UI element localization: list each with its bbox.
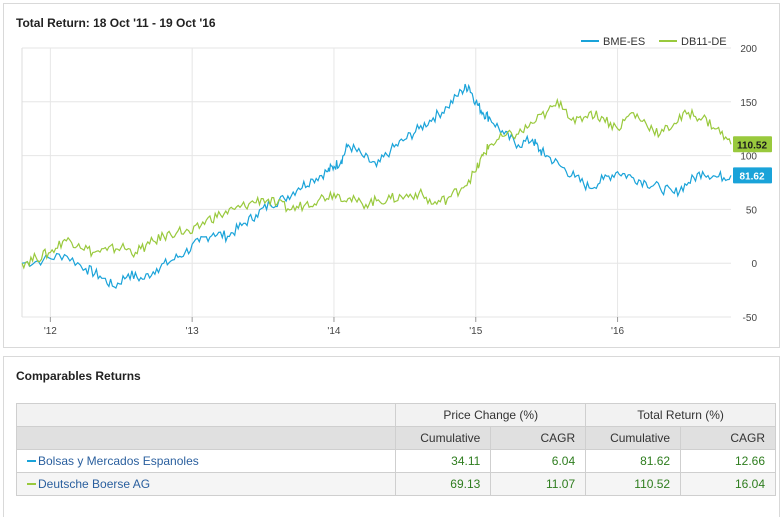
y-tick-label: 100 xyxy=(740,152,757,163)
sub-header-price-cagr: CAGR xyxy=(490,426,587,450)
y-tick-label: 50 xyxy=(746,205,758,216)
series-line-1 xyxy=(21,97,732,270)
company-cell: Deutsche Boerse AG xyxy=(15,472,397,496)
series-line-0 xyxy=(21,83,732,290)
series-end-badge-1 xyxy=(733,136,772,153)
table-row: Bolsas y Mercados Espanoles 34.11 6.04 8… xyxy=(15,449,776,473)
series-end-label-1: 110.52 xyxy=(737,140,767,151)
value-cell: 34.11 xyxy=(395,449,492,473)
y-tick-label: 0 xyxy=(751,259,757,270)
company-link-bme[interactable]: Bolsas y Mercados Espanoles xyxy=(38,454,199,468)
chart-panel: Total Return: 18 Oct '11 - 19 Oct '16 -5… xyxy=(3,3,780,348)
value-cell: 11.07 xyxy=(490,472,587,496)
comparables-title: Comparables Returns xyxy=(16,369,141,383)
company-cell: Bolsas y Mercados Espanoles xyxy=(15,449,397,473)
y-tick-label: -50 xyxy=(743,313,758,324)
y-tick-label: 150 xyxy=(740,98,757,109)
x-tick-label: '15 xyxy=(469,326,482,337)
value-cell: 110.52 xyxy=(585,472,682,496)
series-swatch-db11 xyxy=(27,482,36,485)
value-cell: 81.62 xyxy=(585,449,682,473)
sub-header-price-cumulative: Cumulative xyxy=(395,426,492,450)
legend-label-1: DB11-DE xyxy=(681,36,727,48)
plot-area xyxy=(22,48,731,317)
value-cell: 69.13 xyxy=(395,472,492,496)
value-cell: 16.04 xyxy=(680,472,776,496)
comparables-table: Price Change (%) Total Return (%) Cumula… xyxy=(15,403,776,496)
group-header-total-return: Total Return (%) xyxy=(585,403,776,427)
table-name-header-cell xyxy=(15,426,397,450)
sub-header-total-cumulative: Cumulative xyxy=(585,426,682,450)
x-tick-label: '16 xyxy=(611,326,624,337)
sub-header-total-cagr: CAGR xyxy=(680,426,776,450)
company-link-db11[interactable]: Deutsche Boerse AG xyxy=(38,477,151,491)
total-return-chart: -50 0 50 100 150 200 '12 '13 '14 '15 '16 81.62 110.5… xyxy=(21,36,772,337)
x-tick-label: '12 xyxy=(44,326,57,337)
group-header-price-change: Price Change (%) xyxy=(395,403,587,427)
x-tick-label: '13 xyxy=(186,326,199,337)
table-row: Deutsche Boerse AG 69.13 11.07 110.52 16… xyxy=(15,472,776,496)
value-cell: 12.66 xyxy=(680,449,776,473)
table-corner-cell xyxy=(15,403,397,427)
table-group-header-row: Price Change (%) Total Return (%) xyxy=(15,403,776,427)
chart-title: Total Return: 18 Oct '11 - 19 Oct '16 xyxy=(16,16,216,30)
series-end-label-0: 81.62 xyxy=(739,171,764,182)
series-end-badge-0 xyxy=(733,167,772,184)
legend-label-0: BME-ES xyxy=(603,36,645,48)
y-tick-label: 200 xyxy=(740,44,757,55)
comparables-panel: Comparables Returns Price Change (%) Tot… xyxy=(3,356,780,517)
table-sub-header-row: Cumulative CAGR Cumulative CAGR xyxy=(15,426,776,450)
value-cell: 6.04 xyxy=(490,449,587,473)
series-swatch-bme xyxy=(27,459,36,462)
x-tick-label: '14 xyxy=(327,326,340,337)
